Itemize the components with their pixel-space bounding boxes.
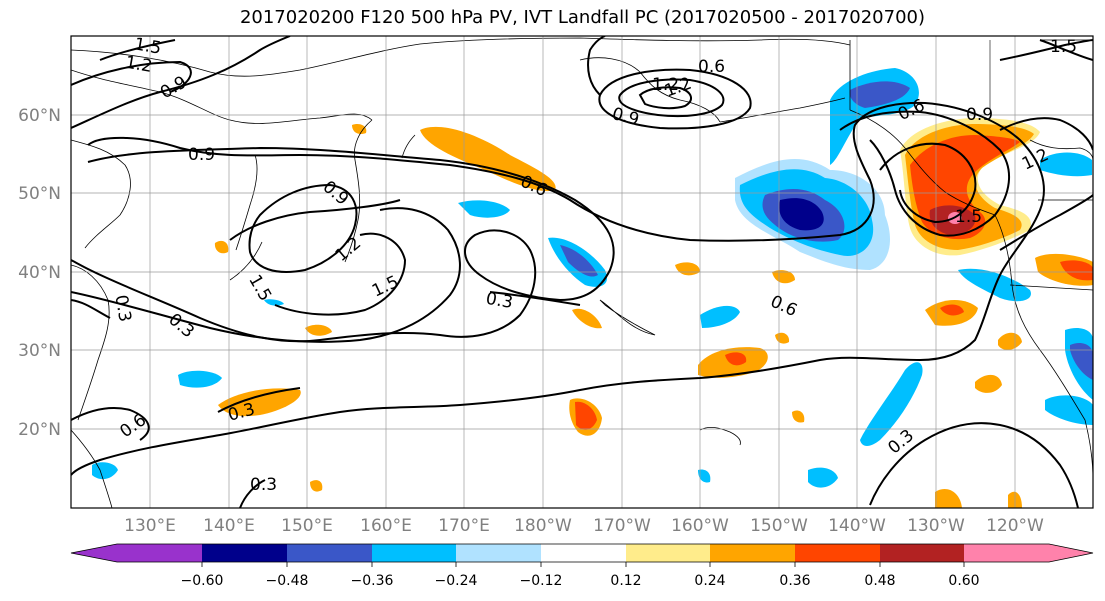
colorbar-tick-label: 0.36	[779, 573, 810, 589]
lon-label: 180°W	[514, 516, 572, 536]
contour-label: 1.2	[652, 75, 679, 95]
lon-label: 160°E	[360, 516, 412, 536]
contour-label: 1.2	[124, 53, 154, 77]
colorbar-tick-label: −0.48	[266, 573, 309, 589]
lat-label: 40°N	[18, 263, 61, 283]
longitude-labels: 130°E 140°E 150°E 160°E 170°E 180°W 170°…	[124, 516, 1044, 536]
lat-label: 20°N	[18, 420, 61, 440]
colorbar-segment	[880, 544, 964, 562]
colorbar-tick-label: 0.12	[610, 573, 641, 589]
contour-label: 0.9	[188, 145, 215, 165]
lon-label: 130°E	[124, 516, 176, 536]
colorbar-tick-label: −0.36	[351, 573, 394, 589]
colorbar-segment	[1049, 544, 1093, 562]
lon-label: 160°W	[671, 516, 729, 536]
lon-label: 170°E	[438, 516, 490, 536]
figure-title: 2017020200 F120 500 hPa PV, IVT Landfall…	[239, 7, 926, 28]
contour-label: 1.5	[1050, 37, 1077, 57]
contour-label: 0.6	[698, 57, 725, 77]
colorbar-tick-labels: −0.60 −0.48 −0.36 −0.24 −0.12 0.12 0.24 …	[181, 573, 980, 589]
colorbar-segment	[964, 544, 1049, 562]
lat-label: 50°N	[18, 184, 61, 204]
lon-label: 150°E	[281, 516, 333, 536]
colorbar-tick-label: −0.12	[520, 573, 563, 589]
contour-label: 0.3	[250, 475, 277, 495]
colorbar-tick-label: 0.60	[948, 573, 979, 589]
map-frame	[70, 35, 1094, 509]
graticule	[71, 36, 1093, 508]
colorbar-segment	[456, 544, 541, 562]
lon-label: 130°W	[907, 516, 965, 536]
colorbar-tick-label: −0.24	[435, 573, 478, 589]
contour-label: 0.3	[484, 289, 514, 313]
contour-label: 1.5	[133, 34, 163, 58]
lon-label: 120°W	[986, 516, 1044, 536]
lon-label: 150°W	[750, 516, 808, 536]
colorbar-segment	[626, 544, 710, 562]
colorbar-segment	[372, 544, 456, 562]
lon-label: 170°W	[593, 516, 651, 536]
contour-label: 0.3	[110, 293, 134, 323]
latitude-labels: 60°N 50°N 40°N 30°N 20°N	[18, 106, 61, 440]
colorbar-segment	[710, 544, 795, 562]
contour-label: 1.5	[955, 207, 982, 227]
colorbar-ticks	[201, 562, 965, 567]
lat-label: 30°N	[18, 341, 61, 361]
colorbar-segment	[71, 544, 117, 562]
colorbar-outline	[70, 543, 1094, 563]
colorbar-segment	[541, 544, 626, 562]
colorbar-tick-label: 0.48	[864, 573, 895, 589]
lat-label: 60°N	[18, 106, 61, 126]
colorbar-segment	[287, 544, 372, 562]
contour-label: 0.9	[966, 105, 993, 125]
colorbar-segment	[202, 544, 287, 562]
negative-anomaly-shading	[92, 68, 1093, 488]
pv-contours	[71, 36, 1093, 508]
colorbar-tick-label: 0.24	[694, 573, 725, 589]
colorbar-tick-label: −0.60	[181, 573, 224, 589]
contour-labels: 1.5 1.2 0.9 0.9 0.6 0.9 0.9 1.2 1.2 0.6 …	[110, 34, 1077, 495]
colorbar-segment	[117, 544, 202, 562]
colorbar: −0.60 −0.48 −0.36 −0.24 −0.12 0.12 0.24 …	[70, 543, 1094, 589]
colorbar-segment	[795, 544, 880, 562]
lon-label: 140°W	[828, 516, 886, 536]
lon-label: 140°E	[203, 516, 255, 536]
